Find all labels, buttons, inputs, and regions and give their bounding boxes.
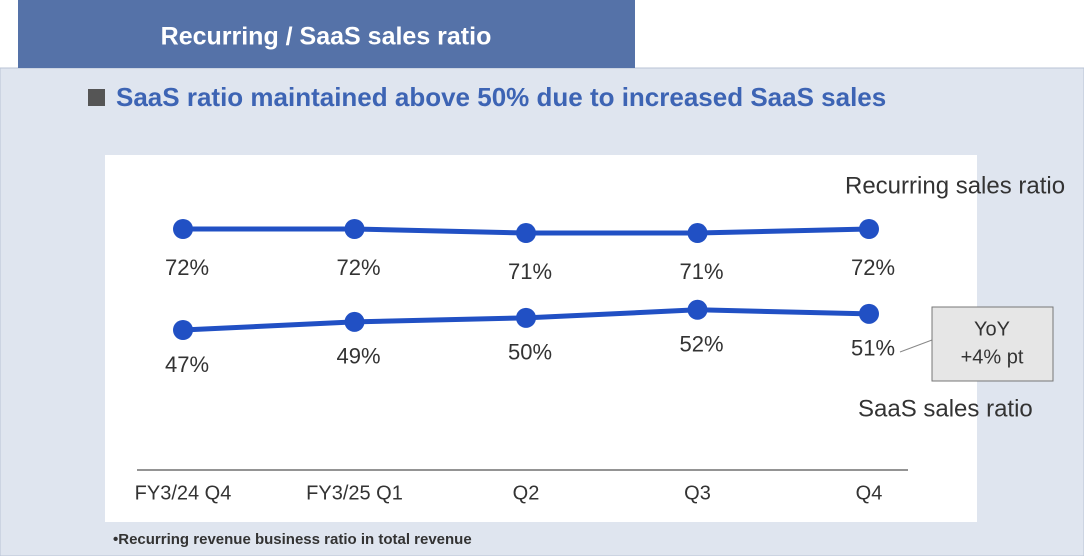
data-point	[344, 219, 365, 239]
data-point	[516, 307, 536, 328]
footnote: •Recurring revenue business ratio in tot…	[113, 531, 472, 548]
data-label: 71%	[679, 259, 723, 284]
data-point	[173, 219, 193, 239]
annotation-box	[931, 306, 1054, 382]
chart-area	[105, 155, 977, 522]
data-label: 51%	[851, 336, 895, 361]
data-label: 72%	[165, 255, 209, 280]
bullet	[88, 89, 105, 106]
x-tick-label: Q4	[856, 482, 883, 504]
data-label: 52%	[679, 332, 723, 357]
annotation-text: YoY	[974, 318, 1010, 340]
data-point	[687, 223, 708, 244]
data-point	[516, 223, 536, 244]
header-title: Recurring / SaaS sales ratio	[161, 23, 492, 51]
data-label: 47%	[165, 352, 209, 377]
data-point	[859, 219, 879, 239]
x-tick-label: FY3/24 Q4	[135, 482, 232, 504]
data-label: 72%	[336, 255, 380, 280]
data-label: 71%	[508, 259, 552, 284]
annotation-text: +4% pt	[961, 346, 1024, 368]
legend-label: SaaS sales ratio	[858, 395, 1033, 422]
data-point	[344, 311, 365, 332]
header-tab	[18, 0, 635, 68]
subtitle: SaaS ratio maintained above 50% due to i…	[116, 82, 886, 112]
data-label: 50%	[508, 340, 552, 365]
data-label: 72%	[851, 255, 895, 280]
data-point	[859, 303, 879, 324]
x-tick-label: Q3	[684, 482, 711, 504]
annotation-connector	[899, 339, 933, 353]
data-label: 49%	[336, 344, 380, 369]
x-tick-label: FY3/25 Q1	[306, 482, 403, 504]
data-point	[687, 299, 708, 320]
x-tick-label: Q2	[513, 482, 540, 504]
legend-label: Recurring sales ratio	[845, 172, 1065, 199]
data-point	[173, 320, 193, 340]
